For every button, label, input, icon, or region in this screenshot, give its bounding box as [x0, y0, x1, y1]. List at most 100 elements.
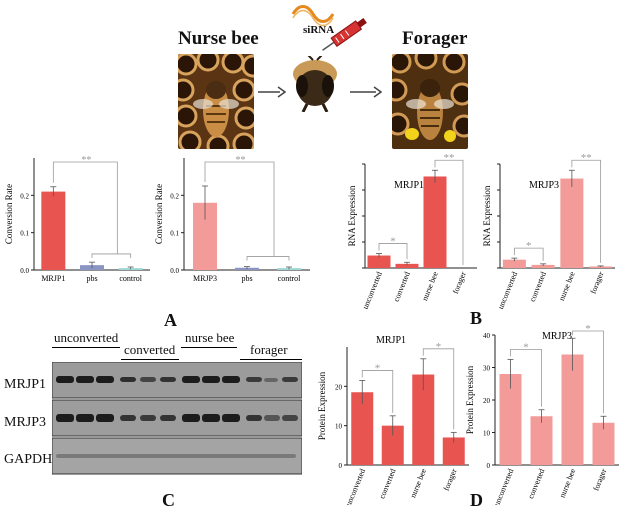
bee-head-illustration [285, 51, 345, 113]
bar [367, 255, 391, 268]
y-tick-label: 20 [335, 383, 343, 391]
bar [499, 374, 522, 465]
x-tick-label: control [278, 274, 301, 283]
significance-stars: ** [444, 152, 455, 164]
honeycomb-forager-image [392, 54, 468, 149]
y-tick-label: 40 [483, 332, 491, 340]
significance-stars: * [390, 235, 396, 247]
chart-title: MRJP3 [529, 180, 559, 191]
significance-stars: * [526, 240, 532, 252]
x-tick-label: unconverted [496, 270, 519, 310]
forager-title: Forager [402, 28, 468, 49]
significance-bracket [513, 247, 544, 261]
x-tick-label: MRJP3 [193, 274, 217, 283]
x-tick-label: unconverted [492, 467, 515, 505]
bar [589, 266, 613, 268]
x-tick-label: unconverted [344, 467, 367, 505]
y-axis-label: RNA Expression [482, 185, 492, 246]
sirna-strand-icon [291, 5, 335, 23]
sirna-syringe-graphic [291, 5, 367, 51]
blot-group-line [181, 347, 237, 348]
bar [561, 354, 584, 465]
bar [412, 374, 435, 465]
significance-bracket [378, 243, 408, 260]
x-tick-label: unconverted [361, 270, 384, 310]
significance-stars: ** [581, 152, 592, 164]
y-tick-label: 0.1 [20, 230, 29, 238]
significance-stars: ** [81, 155, 91, 166]
significance-bracket [91, 253, 132, 258]
bar [235, 267, 259, 270]
significance-stars: * [375, 362, 381, 374]
sirna-label: siRNA [303, 24, 335, 36]
chart-d-mrjp1-protein: 0 10 20 Protein Expression MRJP1 unconverted c… [317, 335, 469, 505]
chart-b-mrjp3-rna: RNA Expression MRJP3 unconverted converted n… [482, 152, 615, 310]
x-tick-label: nurse bee [420, 270, 440, 302]
panel-label-b: B [470, 308, 483, 328]
significance-bracket [510, 348, 542, 407]
chart-b-mrjp1-rna: RNA Expression MRJP1 unconverted converted n… [347, 152, 477, 310]
blot-group-label: nurse bee [185, 330, 235, 345]
y-tick-label: 20 [483, 397, 491, 405]
x-tick-label: forager [451, 270, 468, 295]
y-tick-label: 10 [335, 423, 343, 431]
significance-stars: * [523, 341, 529, 353]
bar [442, 437, 465, 465]
y-axis-label: Conversion Rate [154, 184, 164, 244]
x-tick-label: control [119, 274, 142, 283]
y-tick-label: 0.1 [170, 230, 179, 238]
significance-bracket [434, 159, 464, 265]
x-tick-label: nurse bee [408, 467, 428, 499]
y-axis-label: RNA Expression [347, 185, 357, 246]
bar [423, 176, 447, 268]
bar [560, 178, 584, 268]
panel-label-c: C [162, 490, 175, 510]
significance-bracket [361, 370, 394, 413]
y-tick-label: 0.0 [170, 267, 179, 275]
blot-group-line [240, 359, 302, 360]
significance-bracket [52, 161, 118, 254]
x-tick-label: forager [588, 270, 605, 295]
blot-group-line [52, 347, 120, 348]
chart-title: MRJP1 [394, 180, 424, 191]
bar [351, 392, 374, 465]
x-tick-label: pbs [86, 274, 97, 283]
x-tick-label: pbs [241, 274, 252, 283]
bar [530, 416, 553, 465]
y-tick-label: 0.0 [20, 267, 29, 275]
bar [502, 259, 526, 268]
y-axis-label: Conversion Rate [4, 184, 14, 244]
significance-stars: * [436, 341, 442, 353]
significance-stars: * [585, 325, 591, 335]
bar [531, 264, 555, 268]
x-tick-label: forager [591, 467, 608, 492]
significance-bracket [422, 348, 455, 430]
x-tick-label: forager [442, 467, 459, 492]
bee-head-icon [293, 51, 337, 113]
x-tick-label: nurse bee [557, 270, 577, 302]
blot-row-label: GAPDH [4, 452, 53, 467]
bar [381, 425, 404, 465]
nurse-bee-photo [178, 54, 254, 149]
y-tick-label: 30 [483, 365, 491, 373]
x-tick-label: converted [377, 467, 397, 500]
blot-image [52, 362, 302, 475]
y-tick-label: 10 [483, 430, 491, 438]
y-tick-label: 0 [339, 462, 343, 470]
bar [395, 263, 419, 268]
syringe-icon [322, 17, 367, 51]
nurse-bee-title: Nurse bee [178, 28, 259, 49]
panel-label-a: A [164, 310, 177, 330]
arrow-right-icon [350, 86, 382, 98]
blot-group-label: unconverted [54, 330, 119, 345]
forager-photo [392, 54, 468, 149]
chart-title: MRJP1 [376, 335, 406, 346]
honeycomb-nurse-image [178, 54, 254, 149]
y-tick-label: 0.2 [20, 192, 29, 200]
bar [41, 191, 66, 270]
blot-row-label: MRJP1 [4, 377, 47, 392]
blot-group-label: forager [250, 342, 288, 357]
blot-group-label: converted [124, 342, 176, 357]
chart-title: MRJP3 [542, 331, 572, 342]
significance-bracket [572, 330, 604, 414]
